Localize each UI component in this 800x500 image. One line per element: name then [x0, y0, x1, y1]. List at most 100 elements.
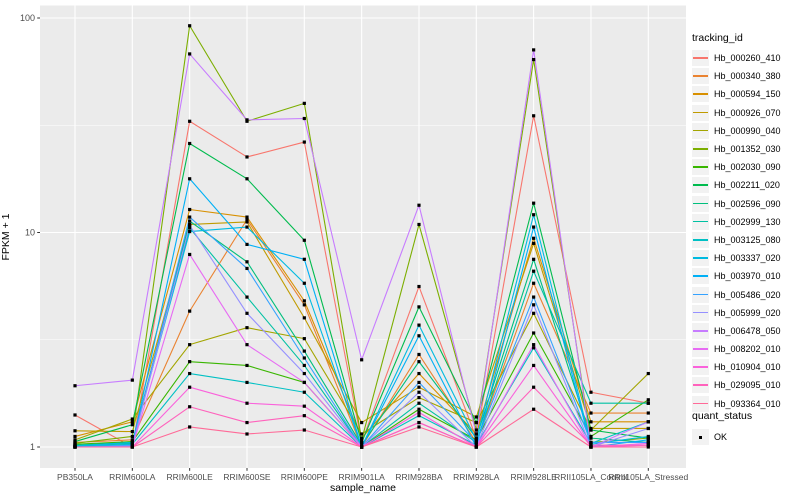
data-point — [417, 305, 421, 309]
x-tick-label: RRIM600LA — [109, 472, 156, 482]
legend-entry: Hb_093364_010 — [692, 395, 781, 413]
y-tick-label: 10 — [25, 228, 35, 238]
data-point — [589, 434, 593, 439]
x-tick-label: RRIM901LA — [338, 472, 385, 482]
legend-entry-label: Hb_029095_010 — [714, 380, 781, 391]
legend-key-line-icon — [692, 68, 709, 85]
data-point — [188, 360, 192, 364]
legend-key-point-icon — [692, 429, 709, 446]
legend-line-swatch — [693, 366, 708, 368]
legend-line-swatch — [693, 202, 708, 205]
data-point — [130, 378, 134, 382]
legend-entry-label: Hb_003337_020 — [714, 253, 781, 264]
legend-entry: Hb_000990_040 — [692, 122, 781, 140]
data-point — [474, 440, 478, 445]
data-point — [130, 429, 134, 434]
data-point — [188, 309, 192, 313]
data-point — [73, 413, 77, 417]
data-point — [188, 119, 192, 123]
data-point — [589, 443, 593, 447]
legend-entry: Hb_005486_020 — [692, 285, 781, 303]
legend-line-swatch — [693, 184, 708, 186]
data-point — [302, 116, 306, 121]
data-point — [302, 140, 306, 144]
data-point — [245, 155, 249, 159]
data-point — [589, 428, 593, 432]
data-point — [302, 390, 306, 394]
data-point — [589, 420, 593, 424]
data-point — [302, 380, 306, 385]
tracking-id-legend: Hb_000260_410 Hb_000340_380 Hb_000594_150 H… — [692, 49, 781, 413]
data-point — [417, 323, 421, 327]
legend-key-line-icon — [692, 195, 709, 212]
legend-entry-label: Hb_006478_050 — [714, 325, 781, 336]
data-point — [360, 445, 364, 449]
legend-entry: Hb_010904_010 — [692, 358, 781, 376]
data-point — [302, 363, 306, 368]
data-point — [245, 380, 249, 385]
data-point — [188, 425, 192, 429]
x-tick-label: RRII105LA_Control — [554, 472, 628, 482]
data-point — [302, 414, 306, 418]
legend-entry: Hb_000340_380 — [692, 67, 781, 85]
legend-line-swatch — [693, 275, 708, 277]
legend-entry: Hb_002999_130 — [692, 213, 781, 231]
data-point — [417, 395, 421, 400]
legend-entry: Hb_002596_090 — [692, 195, 781, 213]
legend-entry-label: Hb_002030_090 — [714, 162, 781, 173]
y-tick-label: 1 — [30, 442, 35, 452]
legend-entry-label: Hb_001352_030 — [714, 144, 781, 155]
data-point — [73, 439, 77, 444]
data-point — [188, 229, 192, 234]
legend-line-swatch — [693, 220, 708, 223]
legend-line-swatch — [693, 348, 708, 350]
data-point — [532, 201, 536, 205]
data-point — [532, 257, 536, 261]
data-point — [130, 434, 134, 439]
data-point — [532, 311, 536, 315]
data-point — [417, 352, 421, 357]
legend-line-swatch — [693, 257, 708, 259]
data-point — [245, 177, 249, 181]
data-point — [245, 295, 249, 299]
data-point — [302, 238, 306, 242]
data-point — [646, 436, 650, 440]
legend-key-line-icon — [692, 159, 709, 176]
data-point — [188, 343, 192, 347]
legend-title-tracking-id: tracking_id — [692, 32, 743, 44]
legend-line-swatch — [693, 57, 708, 59]
legend-key-line-icon — [692, 250, 709, 267]
data-point — [417, 380, 421, 385]
data-point — [532, 407, 536, 411]
data-point — [532, 363, 536, 368]
data-point — [73, 384, 77, 388]
x-axis-title: sample_name — [330, 482, 396, 494]
data-point — [532, 295, 536, 299]
data-point — [245, 401, 249, 405]
legend-key-line-icon — [692, 341, 709, 358]
x-tick-label: RRIM600LE — [167, 472, 214, 482]
legend-key-line-icon — [692, 286, 709, 303]
data-point — [360, 420, 364, 425]
data-point — [417, 284, 421, 289]
data-point — [188, 371, 192, 376]
legend-key-line-icon — [692, 213, 709, 230]
legend-key-line-icon — [692, 104, 709, 121]
data-point — [302, 349, 306, 353]
legend-line-swatch — [693, 75, 708, 77]
data-point — [245, 363, 249, 368]
data-point — [302, 371, 306, 376]
data-point — [417, 414, 421, 418]
data-point — [302, 299, 306, 303]
legend-line-swatch — [693, 311, 708, 314]
data-point — [474, 415, 478, 419]
data-point — [73, 445, 77, 449]
x-tick-label: RRIM600PE — [281, 472, 329, 482]
legend-entry-label: Hb_000594_150 — [714, 89, 781, 100]
legend-key-line-icon — [692, 359, 709, 376]
legend-entry-label: Hb_002596_090 — [714, 198, 781, 209]
legend-entry-label: Hb_010904_010 — [714, 362, 781, 373]
data-point — [130, 440, 134, 445]
data-point — [188, 252, 192, 257]
data-point — [245, 260, 249, 264]
